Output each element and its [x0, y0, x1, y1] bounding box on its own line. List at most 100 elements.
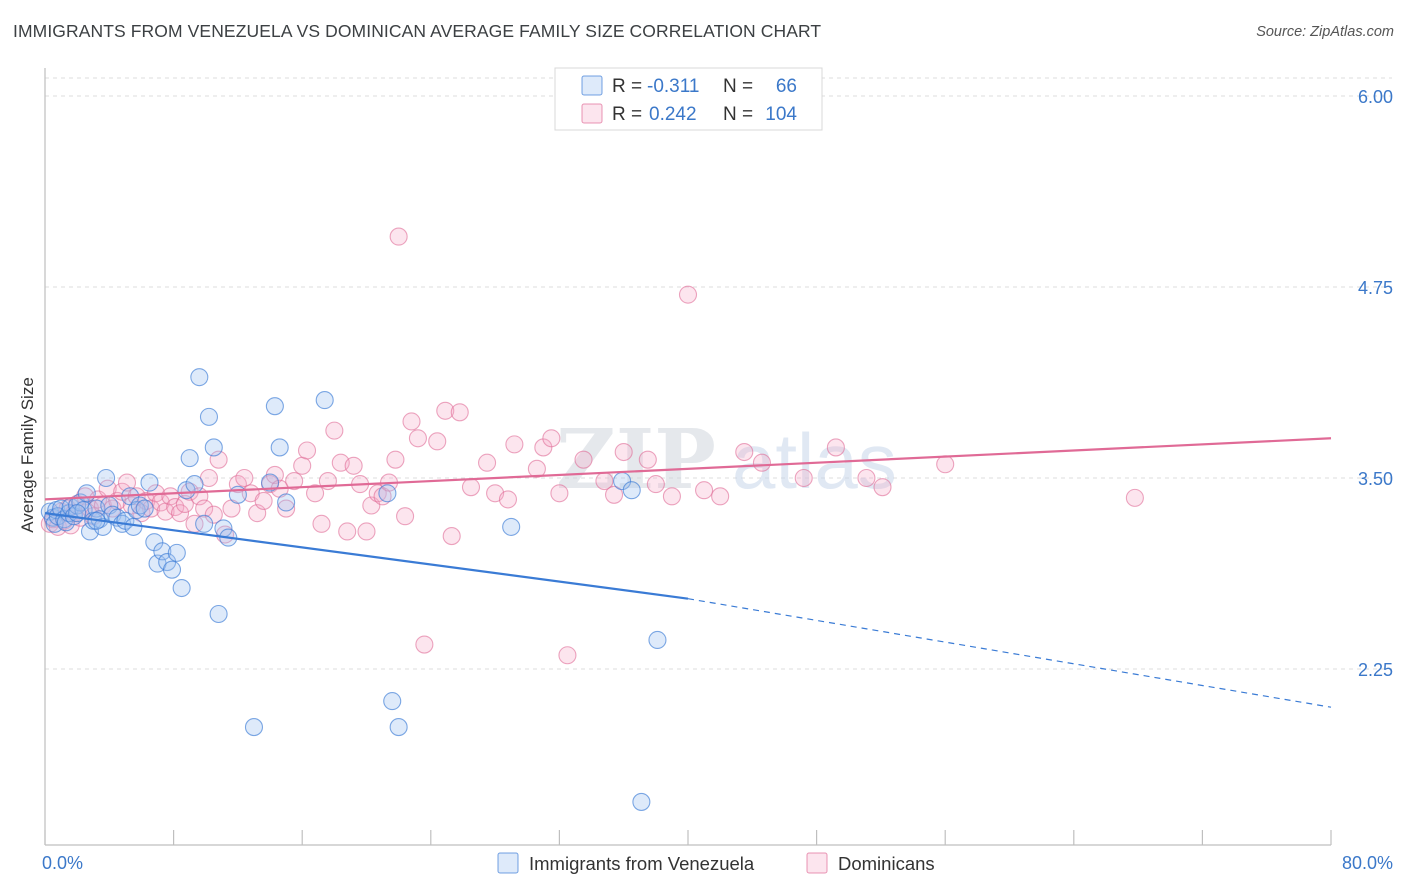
dominicans-points — [40, 227, 1144, 665]
watermark-zip: ZIP — [556, 412, 716, 508]
legend-swatch-blue — [581, 75, 603, 96]
dominicans-point — [605, 485, 624, 504]
series-legend: Immigrants from Venezuela Dominicans — [497, 852, 935, 874]
dominicans-point — [662, 487, 681, 506]
dominicans-point — [285, 472, 304, 491]
legend-n-label-2: N = — [723, 104, 753, 125]
venezuela-point — [315, 391, 334, 410]
dominicans-point — [646, 475, 665, 494]
venezuela-point — [622, 481, 641, 500]
dominicans-point — [542, 429, 561, 448]
dominicans-point — [558, 646, 577, 665]
venezuela-point — [185, 475, 204, 494]
venezuela-point — [244, 718, 264, 737]
legend-r-label-1: R = — [612, 76, 642, 97]
dominicans-point — [117, 473, 137, 492]
dominicans-point — [195, 499, 214, 518]
venezuela-point — [199, 407, 219, 426]
dominicans-point — [325, 421, 344, 440]
dominicans-point — [450, 403, 469, 422]
y-tick-label: 3.50 — [1358, 469, 1393, 489]
chart-title: IMMIGRANTS FROM VENEZUELA VS DOMINICAN A… — [13, 21, 822, 41]
dominicans-point — [638, 450, 657, 469]
dominicans-point — [396, 507, 415, 526]
venezuela-point — [632, 792, 651, 811]
dominicans-point — [161, 487, 180, 506]
series-legend-label-dominicans: Dominicans — [838, 853, 935, 874]
dominicans-point — [402, 412, 421, 431]
venezuela-point — [265, 397, 284, 416]
dominicans-point — [678, 285, 698, 304]
legend-box — [554, 67, 823, 131]
venezuela-point — [383, 692, 402, 711]
legend-n-label-1: N = — [723, 76, 753, 97]
venezuela-point — [648, 630, 667, 650]
dominicans-point — [254, 491, 273, 510]
chart-source: Source: ZipAtlas.com — [1256, 24, 1394, 40]
y-tick-label: 2.25 — [1358, 660, 1393, 680]
venezuela-point — [195, 514, 214, 533]
venezuela-points — [40, 368, 667, 811]
dominicans-point — [442, 527, 461, 546]
venezuela-point — [180, 449, 199, 468]
dominicans-point — [368, 484, 387, 503]
legend-r-value-2: 0.242 — [649, 104, 697, 125]
dominicans-point — [752, 453, 771, 472]
dominicans-point — [574, 450, 593, 469]
venezuela-point — [172, 578, 191, 598]
venezuela-point — [130, 496, 149, 515]
dominicans-point — [408, 429, 427, 448]
dominicans-point — [505, 435, 524, 454]
venezuela-trend-line — [44, 512, 689, 600]
dominicans-point — [527, 459, 546, 478]
venezuela-point — [389, 718, 408, 737]
dominicans-point — [277, 499, 296, 518]
venezuela-point — [502, 517, 521, 536]
dominicans-point — [170, 504, 190, 523]
venezuela-point — [140, 473, 159, 492]
y-tick-label: 4.75 — [1358, 278, 1393, 298]
dominicans-point — [857, 468, 876, 488]
venezuela-point — [260, 473, 280, 492]
x-tick-label-min: 0.0% — [42, 853, 83, 873]
venezuela-point — [124, 517, 143, 536]
legend-n-value-2: 104 — [765, 104, 797, 125]
venezuela-point — [190, 368, 209, 387]
venezuela-point — [97, 468, 116, 488]
dominicans-point — [204, 505, 223, 524]
dominicans-point — [166, 497, 185, 517]
series-legend-swatch-pink — [806, 852, 828, 874]
legend-n-value-1: 66 — [776, 76, 797, 97]
legend-r-value-1: -0.311 — [647, 76, 699, 97]
venezuela-point — [277, 493, 296, 512]
series-legend-label-venezuela: Immigrants from Venezuela — [529, 853, 755, 874]
dominicans-point — [293, 456, 312, 475]
venezuela-point — [204, 438, 223, 457]
dominicans-point — [550, 484, 569, 503]
dominicans-point — [357, 522, 376, 541]
dominicans-point — [215, 525, 235, 544]
dominicans-point — [711, 487, 730, 506]
trend-lines — [44, 437, 1332, 708]
venezuela-point — [167, 543, 186, 562]
venezuela-point — [77, 484, 96, 503]
dominicans-point — [936, 455, 955, 474]
venezuela-trend-extension — [687, 598, 1332, 708]
dominicans-point — [1125, 488, 1144, 507]
dominicans-point — [344, 456, 363, 475]
venezuela-point — [135, 499, 154, 518]
venezuela-point — [162, 560, 182, 579]
dominicans-point — [826, 438, 845, 457]
dominicans-point — [297, 441, 317, 460]
venezuela-point — [270, 438, 289, 457]
dominicans-point — [235, 468, 254, 488]
dominicans-point — [436, 401, 455, 420]
dominicans-point — [873, 478, 892, 497]
dominicans-point — [461, 478, 481, 497]
series-legend-swatch-blue — [497, 852, 519, 874]
y-tick-label: 6.00 — [1358, 87, 1393, 107]
dominicans-point — [428, 432, 447, 451]
dominicans-point — [794, 468, 813, 488]
